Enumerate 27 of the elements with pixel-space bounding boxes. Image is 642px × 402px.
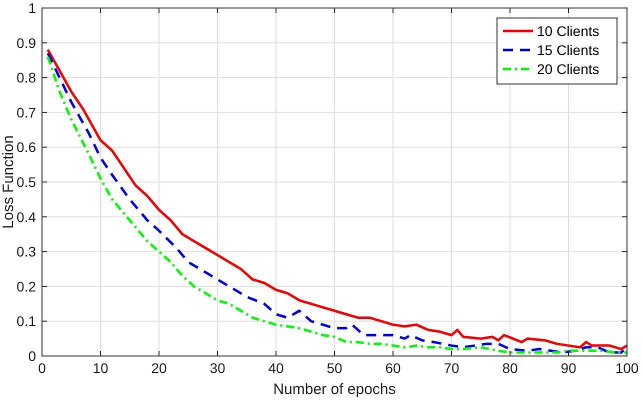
x-axis-title: Number of epochs	[273, 381, 396, 398]
y-tick-label: 0.9	[16, 34, 36, 51]
x-tick-label: 50	[326, 360, 342, 376]
x-tick-label: 90	[560, 360, 576, 376]
x-tick-label: 20	[151, 360, 167, 376]
y-tick-label: 0.1	[16, 313, 36, 330]
y-tick-label: 0.3	[16, 244, 36, 260]
y-tick-label: 0.5	[16, 174, 36, 190]
x-tick-label: 40	[268, 360, 284, 376]
x-tick-label: 0	[38, 360, 46, 376]
x-tick-label: 70	[444, 360, 460, 376]
legend-label: 15 Clients	[537, 42, 600, 58]
y-tick-label: 0.8	[16, 70, 36, 86]
x-tick-label: 30	[210, 360, 226, 376]
y-tick-label: 0.6	[16, 139, 36, 156]
x-tick-label: 100	[615, 360, 639, 376]
y-tick-label: 0	[28, 348, 36, 364]
y-tick-label: 0.2	[16, 278, 36, 294]
y-axis-title: Loss Function	[0, 135, 17, 229]
y-tick-label: 0.4	[16, 208, 36, 225]
x-tick-label: 80	[502, 360, 518, 376]
y-tick-label: 0.7	[16, 104, 36, 120]
x-tick-label: 10	[92, 360, 108, 376]
legend-label: 10 Clients	[537, 23, 600, 39]
y-tick-label: 1	[28, 0, 36, 16]
x-tick-label: 60	[385, 360, 401, 376]
legend-label: 20 Clients	[537, 61, 600, 77]
